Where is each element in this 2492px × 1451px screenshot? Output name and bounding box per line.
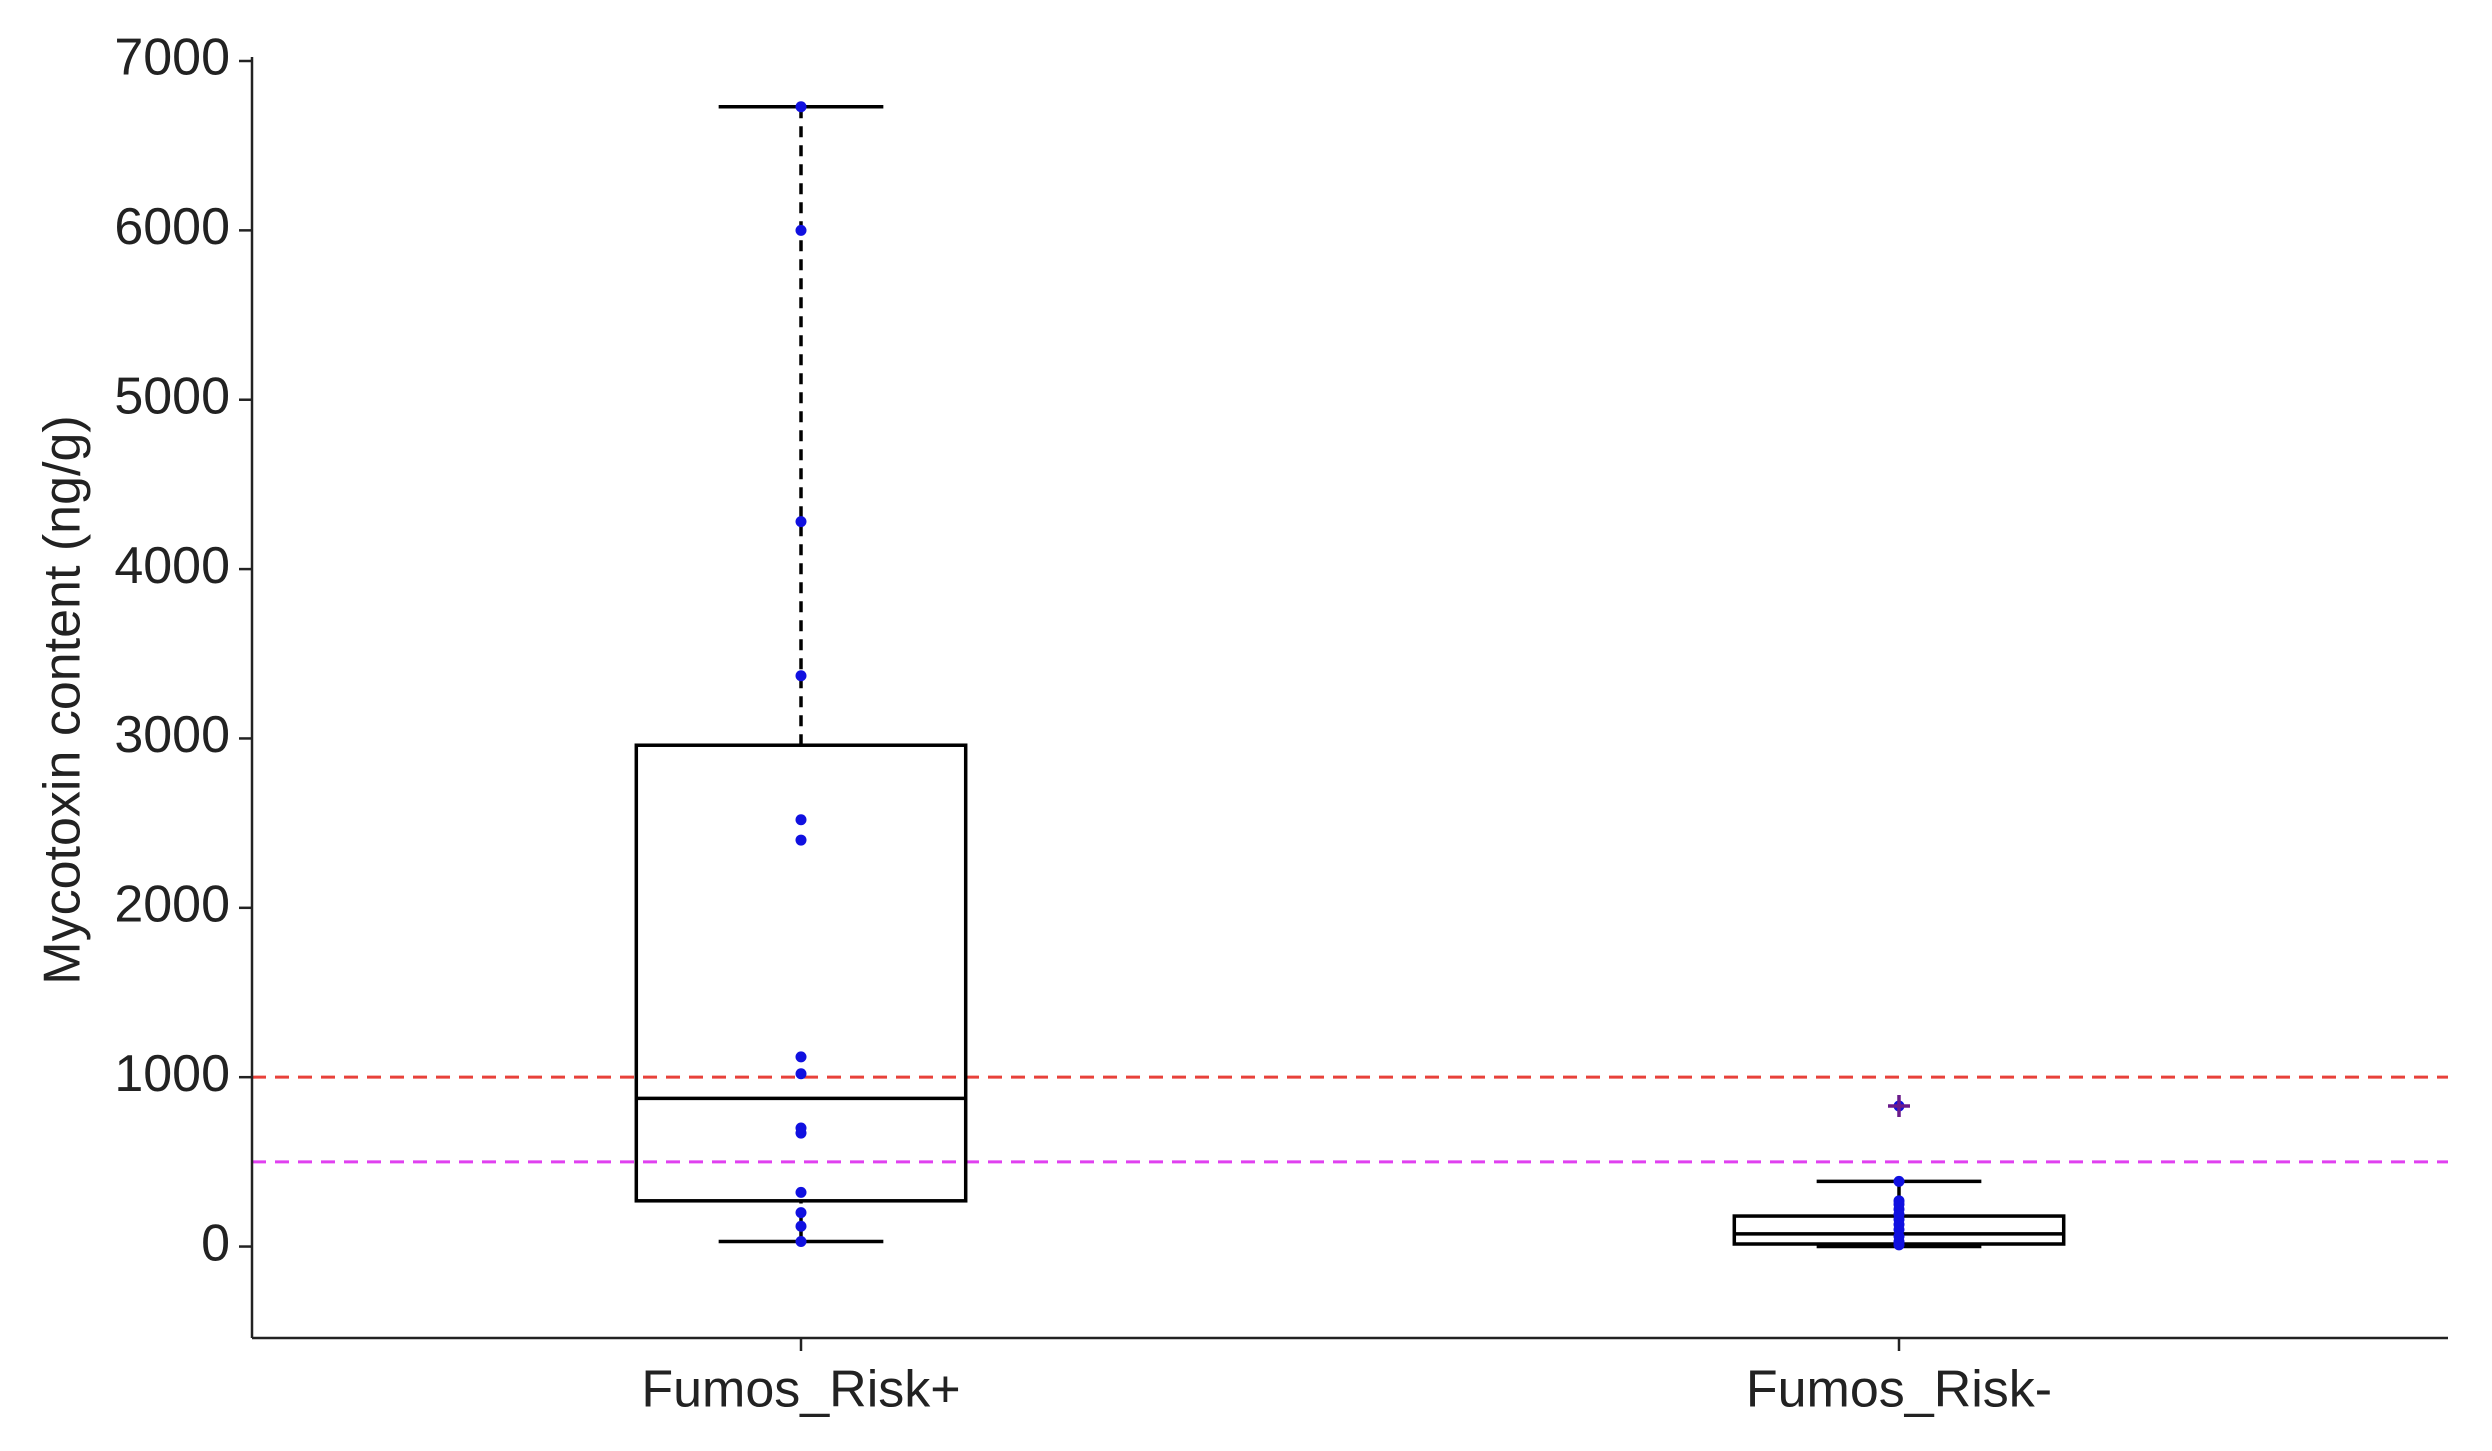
- data-point: [795, 1186, 807, 1198]
- data-point: [795, 224, 807, 236]
- data-point: [795, 1235, 807, 1247]
- y-tick-label: 5000: [114, 367, 230, 425]
- box: [634, 743, 968, 1203]
- x-tick-label: Fumos_Risk+: [641, 1361, 960, 1419]
- data-point: [1893, 1175, 1905, 1187]
- outlier: [1888, 1094, 1910, 1117]
- data-point: [795, 1220, 807, 1232]
- data-point: [795, 670, 807, 682]
- data-point: [795, 1207, 807, 1219]
- data-point: [795, 101, 807, 113]
- y-tick-label: 2000: [114, 876, 230, 934]
- data-point: [795, 1051, 807, 1063]
- data-point: [795, 516, 807, 528]
- y-tick-label: 3000: [114, 706, 230, 764]
- y-tick-label: 6000: [114, 198, 230, 256]
- data-point: [795, 834, 807, 846]
- data-point: [1893, 1239, 1905, 1251]
- y-tick-label: 4000: [114, 537, 230, 595]
- y-tick-label: 7000: [114, 29, 230, 87]
- data-point: [795, 1127, 807, 1139]
- data-point: [795, 1068, 807, 1080]
- y-tick-label: 1000: [114, 1045, 230, 1103]
- y-axis-label: Mycotoxin content (ng/g): [34, 415, 92, 984]
- x-tick-label: Fumos_Risk-: [1746, 1361, 2052, 1419]
- data-point: [795, 814, 807, 826]
- y-tick-label: 0: [201, 1214, 230, 1272]
